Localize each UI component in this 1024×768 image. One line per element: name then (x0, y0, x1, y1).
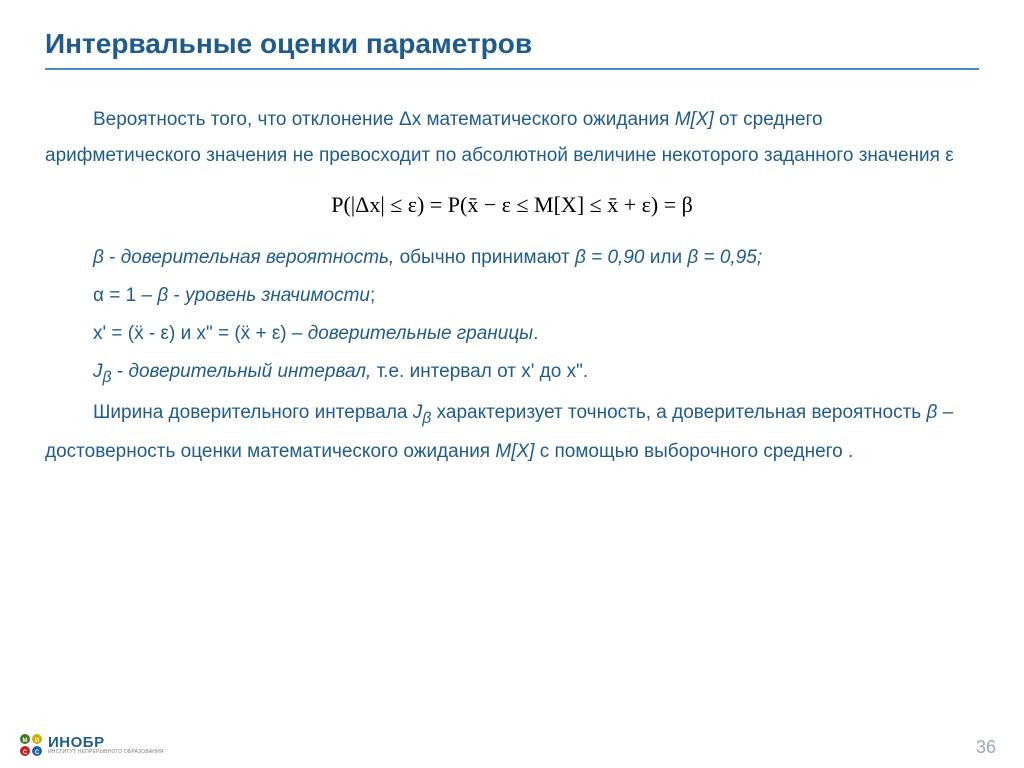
p5-t3: т.е. интервал от x' до x". (371, 361, 588, 382)
p6-t2: характеризует точность, а доверительная … (431, 402, 926, 423)
logo-main-text: ИНОБР (48, 735, 164, 750)
content-area: Вероятность того, что отклонение Δx мате… (45, 102, 979, 470)
paragraph-3: α = 1 – β - уровень значимости; (45, 278, 979, 314)
p6-beta: β (926, 402, 937, 423)
paragraph-1: Вероятность того, что отклонение Δx мате… (45, 102, 979, 174)
p2-t2: обычно принимают (394, 247, 575, 268)
p5-italic: доверительный интервал, (128, 361, 371, 382)
p5-j: J (93, 361, 103, 382)
p2-t1: - (104, 247, 121, 268)
p6-mx: M[X] (495, 441, 534, 462)
p6-t1: Ширина доверительного интервала (93, 402, 413, 423)
paragraph-5: Jβ - доверительный интервал, т.е. интерв… (45, 354, 979, 393)
p1-eps: ε (945, 145, 953, 166)
p3-italic: уровень значимости (185, 285, 370, 306)
p5-t2: - (112, 361, 129, 382)
p3-beta: β (157, 285, 173, 306)
slide-container: Интервальные оценки параметров Вероятнос… (0, 0, 1024, 768)
p2-t4: или (644, 247, 687, 268)
p2-v2: β = 0,95; (687, 247, 762, 268)
p2-italic: доверительная вероятность, (121, 247, 395, 268)
logo: М И С С ИНОБР ИНСТИТУТ НЕПРЕРЫВНОГО ОБРА… (18, 732, 164, 758)
p6-t4: с помощью выборочного среднего . (534, 441, 853, 462)
formula-block: P(|Δx| ≤ ε) = P(x̄ − ε ≤ M[X] ≤ x̄ + ε) … (45, 184, 979, 226)
logo-sub-text: ИНСТИТУТ НЕПРЕРЫВНОГО ОБРАЗОВАНИЯ (48, 750, 164, 755)
paragraph-6: Ширина доверительного интервала Jβ харак… (45, 395, 979, 470)
p1-deltax: Δx (399, 109, 421, 130)
svg-text:С: С (35, 750, 40, 756)
svg-text:М: М (23, 738, 28, 744)
title-divider (45, 68, 979, 70)
p1-mx: M[X] (675, 109, 714, 130)
p4-italic: доверительные границы (308, 323, 533, 344)
p3-t2: - (173, 285, 185, 306)
p5-sub: β (103, 369, 112, 386)
p6-jsub: β (422, 410, 431, 427)
p1-text1: Вероятность того, что отклонение (93, 109, 399, 130)
p4-t1: x' = (ẍ - ε) и x" = (ẍ + ε) – (93, 323, 308, 344)
formula-text: P(|Δx| ≤ ε) = P(x̄ − ε ≤ M[X] ≤ x̄ + ε) … (331, 192, 693, 217)
footer: М И С С ИНОБР ИНСТИТУТ НЕПРЕРЫВНОГО ОБРА… (18, 732, 996, 758)
p3-t3: ; (370, 285, 375, 306)
svg-text:И: И (35, 738, 39, 744)
p1-text2: математического ожидания (421, 109, 675, 130)
slide-title: Интервальные оценки параметров (45, 28, 979, 60)
paragraph-2: β - доверительная вероятность, обычно пр… (45, 240, 979, 276)
logo-icon: М И С С (18, 732, 44, 758)
logo-text-block: ИНОБР ИНСТИТУТ НЕПРЕРЫВНОГО ОБРАЗОВАНИЯ (48, 735, 164, 755)
paragraph-4: x' = (ẍ - ε) и x" = (ẍ + ε) – доверитель… (45, 316, 979, 352)
p4-t2: . (533, 323, 538, 344)
p3-t1: α = 1 – (93, 285, 157, 306)
svg-text:С: С (23, 750, 28, 756)
p6-j: J (413, 402, 423, 423)
p2-v1: β = 0,90 (575, 247, 645, 268)
page-number: 36 (976, 737, 996, 758)
p2-beta: β (93, 247, 104, 268)
